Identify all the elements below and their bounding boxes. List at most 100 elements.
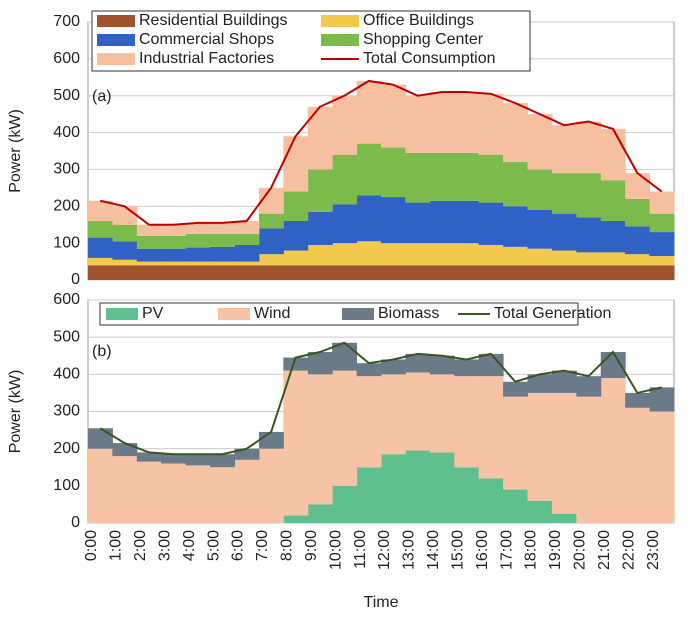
area-segment [136, 265, 162, 280]
area-segment [112, 206, 138, 225]
area-segment [283, 191, 309, 222]
area-segment [600, 221, 626, 253]
x-tick-label: 15:00 [449, 530, 466, 570]
area-segment [307, 211, 333, 245]
area-segment [356, 143, 382, 196]
legend-label: Industrial Factories [139, 50, 274, 67]
area-segment [185, 465, 211, 523]
area-segment [136, 261, 162, 266]
x-tick-label: 6:00 [230, 530, 247, 561]
y-tick-label: 0 [71, 271, 80, 288]
x-tick-label: 14:00 [425, 530, 442, 570]
area-segment [356, 265, 382, 280]
x-tick-label: 17:00 [498, 530, 515, 570]
area-segment [283, 136, 309, 192]
area-segment [381, 265, 406, 280]
total-line [99, 341, 663, 456]
area-segment [429, 374, 455, 453]
area-segment [478, 154, 504, 203]
area-segment [161, 224, 187, 236]
area-segment [210, 261, 235, 266]
area-segment [185, 454, 211, 466]
area-segment [454, 152, 480, 201]
y-tick-label: 400 [53, 366, 80, 383]
x-tick-label: 18:00 [523, 530, 540, 570]
area-segment [161, 261, 187, 266]
legend-label: Total Consumption [363, 50, 496, 67]
area-segment [234, 261, 260, 266]
area-segment [307, 352, 333, 375]
area-segment [210, 467, 235, 523]
area-segment [625, 173, 651, 199]
area-segment [185, 222, 211, 234]
area-segment [283, 265, 309, 280]
area-segment [161, 265, 187, 280]
area-segment [649, 387, 675, 412]
area-segment [625, 198, 651, 227]
area-segment [576, 173, 602, 218]
area-segment [600, 352, 626, 379]
legend-swatch [97, 53, 135, 65]
area-segment [625, 407, 651, 523]
area-segment [478, 202, 504, 245]
area-segment [332, 370, 358, 486]
area-segment [405, 95, 431, 153]
area-segment [258, 431, 284, 449]
area-segment [258, 213, 284, 229]
y-tick-label: 500 [53, 87, 80, 104]
area-segment [527, 169, 553, 210]
area-segment [283, 357, 309, 371]
x-tick-label: 4:00 [181, 530, 198, 561]
legend-label: PV [142, 305, 164, 322]
area-segment [258, 265, 284, 280]
legend-label: Total Generation [494, 305, 611, 322]
y-tick-label: 200 [53, 198, 80, 215]
area-segment [503, 206, 528, 247]
area-segment [600, 180, 626, 222]
area-segment [478, 353, 504, 377]
x-tick-label: 21:00 [596, 530, 613, 570]
area-segment [185, 247, 211, 262]
area-segment [136, 224, 162, 236]
legend-swatch [321, 34, 359, 46]
x-tick-label: 11:00 [352, 530, 369, 569]
area-segment [576, 376, 602, 397]
area-segment [405, 152, 431, 203]
area-segment [283, 515, 309, 523]
area-segment [234, 221, 260, 234]
y-axis-label: Power (kW) [7, 109, 24, 193]
legend-label: Shopping Center [363, 31, 484, 48]
area-segment [234, 233, 260, 245]
x-tick-label: 0:00 [83, 530, 100, 561]
area-segment [527, 392, 553, 501]
area-segment [381, 359, 406, 375]
x-tick-label: 9:00 [303, 530, 320, 561]
area-segment [332, 243, 358, 266]
area-segment [356, 363, 382, 377]
legend-swatch [106, 308, 138, 320]
area-segment [356, 80, 382, 144]
area-segment [454, 200, 480, 244]
area-segment [332, 265, 358, 280]
area-segment [112, 265, 138, 280]
legend-swatch [97, 15, 135, 27]
area-segment [600, 265, 626, 280]
area-segment [649, 232, 675, 257]
area-segment [88, 428, 113, 449]
area-segment [307, 374, 333, 505]
area-segment [551, 250, 577, 266]
x-tick-label: 2:00 [132, 530, 149, 561]
y-tick-label: 100 [53, 234, 80, 251]
area-segment [527, 500, 553, 523]
legend-label: Office Buildings [363, 12, 474, 29]
area-segment [551, 265, 577, 280]
area-segment [551, 125, 577, 174]
area-segment [210, 233, 235, 247]
area-segment [625, 265, 651, 280]
area-segment [210, 246, 235, 262]
area-segment [576, 121, 602, 174]
legend-swatch [218, 308, 250, 320]
area-segment [88, 221, 113, 238]
area-segment [649, 265, 675, 280]
area-segment [161, 235, 187, 249]
